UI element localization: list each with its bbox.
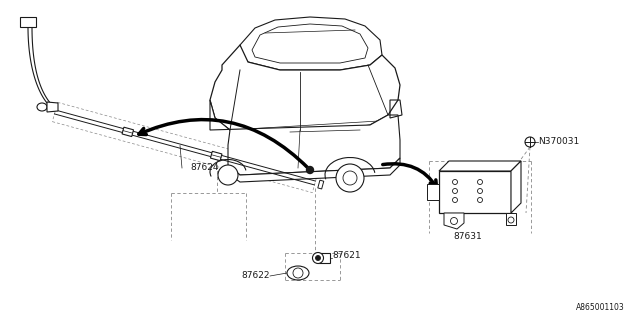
Polygon shape (228, 158, 400, 182)
Polygon shape (439, 171, 511, 213)
Circle shape (307, 166, 314, 173)
Polygon shape (511, 161, 521, 213)
Text: 87624: 87624 (190, 164, 218, 172)
Polygon shape (427, 184, 439, 200)
Text: 87631: 87631 (454, 232, 483, 241)
Circle shape (316, 255, 321, 260)
Polygon shape (20, 17, 36, 27)
Polygon shape (122, 127, 134, 137)
Polygon shape (439, 161, 521, 171)
Polygon shape (211, 151, 222, 161)
Circle shape (336, 164, 364, 192)
Text: A865001103: A865001103 (576, 303, 625, 312)
Text: 87621: 87621 (332, 252, 360, 260)
Polygon shape (318, 180, 324, 189)
Polygon shape (318, 253, 330, 263)
Polygon shape (210, 100, 400, 175)
Ellipse shape (37, 103, 47, 111)
Polygon shape (444, 213, 464, 229)
Polygon shape (210, 45, 400, 130)
Circle shape (218, 165, 238, 185)
Circle shape (525, 137, 535, 147)
Polygon shape (240, 17, 382, 70)
Polygon shape (506, 213, 516, 225)
Text: N370031: N370031 (538, 138, 579, 147)
Text: 87622: 87622 (241, 271, 270, 281)
Polygon shape (47, 102, 58, 112)
Ellipse shape (287, 266, 309, 280)
Circle shape (312, 252, 323, 263)
